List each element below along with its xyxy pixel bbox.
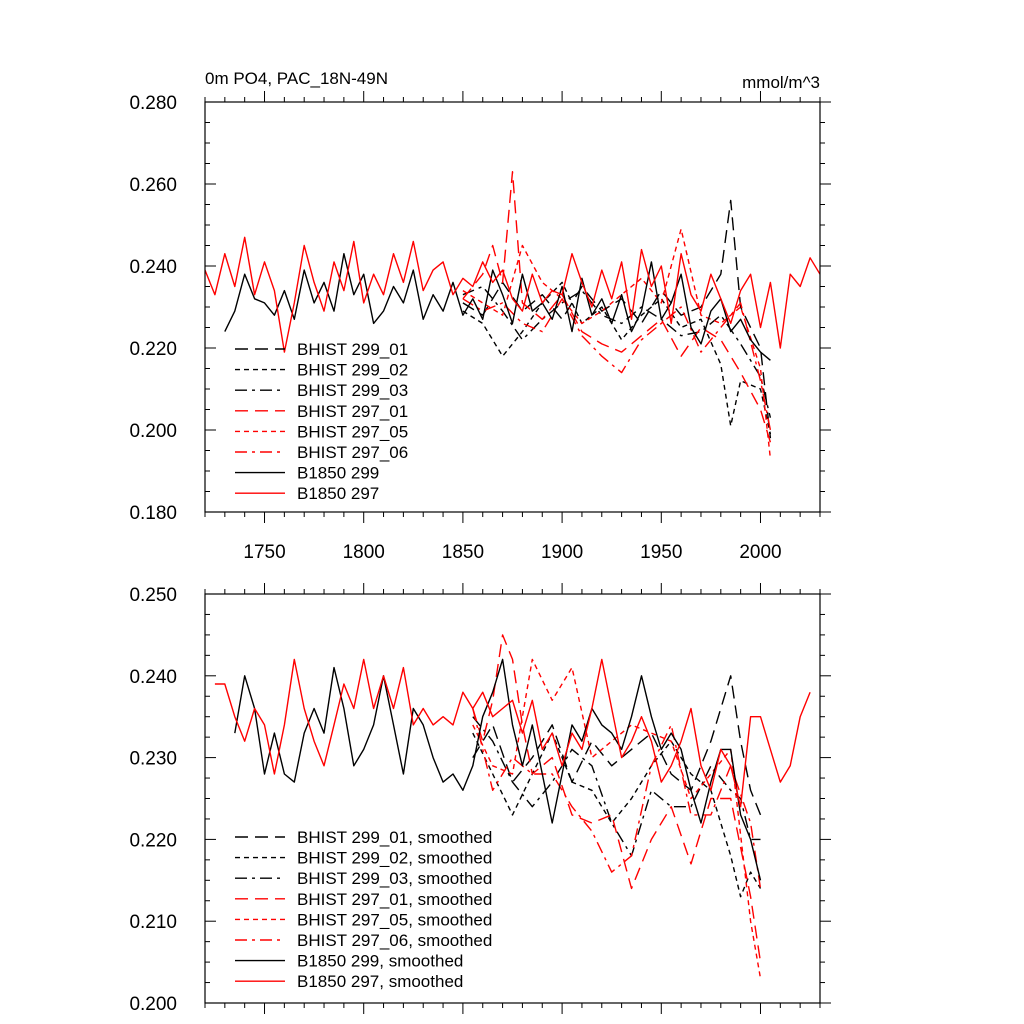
y-tick-label: 0.280 [129,93,177,114]
y-tick-label: 0.230 [129,749,177,770]
x-tick-label: 1800 [343,542,385,563]
x-tick-label: 1750 [243,542,285,563]
y-tick-label: 0.240 [129,257,177,278]
legend: BHIST 299_01, smoothed BHIST 299_02, smoo… [235,828,492,991]
series-line-5 [472,658,762,979]
legend-entry: BHIST 297_05 [297,422,408,441]
series-line-2 [472,732,762,898]
y-tick-label: 0.240 [129,667,177,688]
series-line-7 [234,658,762,881]
legend-entry: B1850 299 [297,464,379,483]
x-tick-label: 1950 [640,542,682,563]
y-tick-label: 0.220 [129,339,177,360]
y-tick-label: 0.210 [129,912,177,933]
series-line-2 [462,281,772,435]
legend-entry: BHIST 297_01, smoothed [297,890,492,909]
series-line-6 [462,298,772,431]
legend-entry: BHIST 299_03, smoothed [297,869,492,888]
series-line-3 [462,285,772,418]
x-tick-label: 1850 [442,542,484,563]
chart-title: 0m PO4, PAC_18N-49N [205,69,388,88]
series-lines [205,170,820,459]
series-line-8 [205,236,820,353]
legend-entry: BHIST 297_06, smoothed [297,931,492,950]
legend-entry: B1850 299, smoothed [297,952,463,971]
y-tick-label: 0.180 [129,503,177,524]
legend-entry: BHIST 299_02 [297,361,408,380]
legend-entry: B1850 297 [297,484,379,503]
series-line-5 [462,228,772,459]
legend-entry: BHIST 297_06 [297,443,408,462]
series-line-4 [462,170,772,443]
legend-entry: BHIST 299_01 [297,340,408,359]
legend-entry: BHIST 297_01 [297,402,408,421]
y-tick-label: 0.250 [129,585,177,606]
series-line-8 [214,658,811,808]
chart-panel-2: 0.200 0.210 0.220 0.230 0.240 0.250 BHIST 299_… [129,583,831,1015]
series-lines [214,634,811,979]
series-line-1 [472,675,762,816]
legend-entry: BHIST 299_03 [297,381,408,400]
legend-entry: BHIST 297_05, smoothed [297,910,492,929]
x-tick-label: 1900 [541,542,583,563]
legend-entry: BHIST 299_01, smoothed [297,828,492,847]
series-line-4 [472,634,762,963]
units-label: mmol/m^3 [742,73,820,92]
legend-entry: B1850 297, smoothed [297,972,463,991]
y-tick-label: 0.260 [129,175,177,196]
series-line-7 [224,252,771,361]
y-tick-label: 0.200 [129,421,177,442]
y-tick-label: 0.220 [129,830,177,851]
x-tick-label: 2000 [739,542,781,563]
chart-panel-1: 1750 1800 1850 1900 1950 2000 0.180 0.200 0.220 0… [129,69,831,563]
y-tick-label: 0.200 [129,994,177,1015]
legend-entry: BHIST 299_02, smoothed [297,849,492,868]
